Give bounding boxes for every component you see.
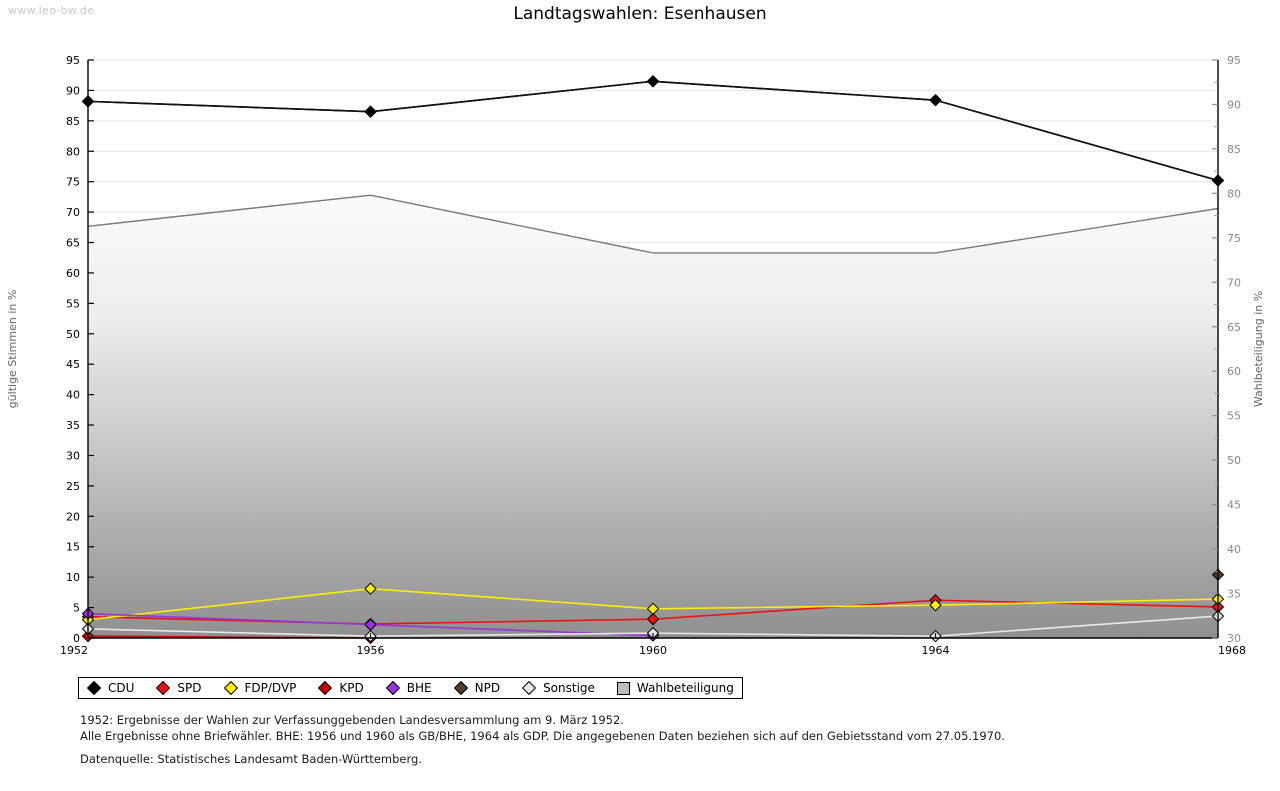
x-tick-label-1968: 1968: [1218, 644, 1246, 657]
right-tick-label-85: 85: [1227, 143, 1241, 156]
right-tick-label-50: 50: [1227, 454, 1241, 467]
left-tick-label-60: 60: [66, 267, 80, 280]
left-tick-label-75: 75: [66, 176, 80, 189]
legend-diamond-icon: [223, 680, 238, 696]
left-tick-label-50: 50: [66, 328, 80, 341]
left-tick-label-0: 0: [73, 632, 80, 645]
page-title: Landtagswahlen: Esenhausen: [513, 4, 767, 24]
legend-label: Wahlbeteiligung: [636, 681, 734, 695]
legend-item-bhe[interactable]: BHE: [385, 680, 432, 696]
right-tick-label-80: 80: [1227, 187, 1241, 200]
left-tick-label-35: 35: [66, 419, 80, 432]
right-tick-label-45: 45: [1227, 499, 1241, 512]
right-tick-label-30: 30: [1227, 632, 1241, 645]
footnote-line-1: 1952: Ergebnisse der Wahlen zur Verfassu…: [80, 713, 624, 727]
left-tick-label-45: 45: [66, 358, 80, 371]
datapoint-spd-1960[interactable]: [646, 612, 660, 626]
legend-item-sonstige[interactable]: Sonstige: [521, 680, 595, 696]
legend-item-cdu[interactable]: CDU: [86, 680, 135, 696]
legend-square-icon: [616, 681, 630, 695]
datapoint-fdp-dvp-1956[interactable]: [364, 582, 377, 595]
legend-item-wahlbeteiligung[interactable]: Wahlbeteiligung: [616, 681, 734, 695]
right-tick-label-70: 70: [1227, 276, 1241, 289]
left-tick-label-85: 85: [66, 115, 80, 128]
datapoint-cdu-top-1964[interactable]: [929, 93, 942, 107]
left-tick-label-80: 80: [66, 145, 80, 158]
right-tick-label-65: 65: [1227, 321, 1241, 334]
left-axis-title: gültige Stimmen in %: [6, 290, 19, 409]
right-tick-label-35: 35: [1227, 588, 1241, 601]
left-tick-label-20: 20: [66, 510, 80, 523]
turnout-area-fill: [88, 195, 1218, 638]
right-tick-label-60: 60: [1227, 365, 1241, 378]
legend-diamond-icon: [385, 680, 400, 696]
left-tick-label-90: 90: [66, 84, 80, 97]
legend-diamond-icon: [318, 680, 333, 696]
datapoint-cdu-top-1956[interactable]: [364, 105, 377, 118]
datapoint-cdu-top-1960[interactable]: [646, 75, 660, 88]
left-tick-label-55: 55: [66, 297, 80, 310]
legend-label: FDP/DVP: [244, 681, 297, 695]
left-tick-label-5: 5: [73, 602, 80, 615]
left-tick-label-30: 30: [66, 449, 80, 462]
datapoint-fdp-dvp-1964[interactable]: [929, 598, 942, 612]
x-tick-label-1960: 1960: [639, 644, 667, 657]
legend-item-kpd[interactable]: KPD: [318, 680, 364, 696]
data-source-note: Datenquelle: Statistisches Landesamt Bad…: [80, 752, 422, 766]
legend-label: SPD: [177, 681, 202, 695]
legend-label: CDU: [108, 681, 135, 695]
datapoint-fdp-dvp-1960[interactable]: [646, 602, 660, 616]
left-tick-label-15: 15: [66, 541, 80, 554]
legend-item-spd[interactable]: SPD: [156, 680, 202, 696]
left-tick-label-65: 65: [66, 237, 80, 250]
left-tick-label-25: 25: [66, 480, 80, 493]
legend-diamond-icon: [453, 680, 468, 696]
footnote-line-2: Alle Ergebnisse ohne Briefwähler. BHE: 1…: [80, 729, 1005, 743]
legend-diamond-icon: [521, 680, 537, 696]
right-tick-label-75: 75: [1227, 232, 1241, 245]
turnout-area-outline: [87, 194, 1219, 254]
site-watermark: www.leo-bw.de: [8, 4, 95, 17]
chart-legend: CDU SPD FDP/DVP KPD BHE NPD Sonstige Wahlbeteil…: [78, 677, 743, 699]
legend-label: KPD: [339, 681, 364, 695]
legend-label: Sonstige: [543, 681, 595, 695]
legend-diamond-icon: [156, 680, 171, 696]
x-tick-label-1956: 1956: [357, 644, 385, 657]
left-tick-label-95: 95: [66, 54, 80, 67]
right-tick-label-55: 55: [1227, 410, 1241, 423]
left-tick-label-10: 10: [66, 571, 80, 584]
right-tick-label-90: 90: [1227, 98, 1241, 111]
left-tick-label-40: 40: [66, 389, 80, 402]
legend-label: BHE: [406, 681, 432, 695]
legend-item-fdp-dvp[interactable]: FDP/DVP: [223, 680, 297, 696]
legend-diamond-icon: [86, 680, 102, 696]
x-tick-label-1952: 1952: [60, 644, 88, 657]
legend-item-npd[interactable]: NPD: [453, 680, 501, 696]
left-tick-label-70: 70: [66, 206, 80, 219]
right-tick-label-40: 40: [1227, 543, 1241, 556]
chart-footnotes: 1952: Ergebnisse der Wahlen zur Verfassu…: [80, 712, 1005, 744]
right-axis-title: Wahlbeteiligung in %: [1252, 291, 1265, 407]
right-tick-label-95: 95: [1227, 54, 1241, 67]
x-tick-label-1964: 1964: [922, 644, 950, 657]
legend-label: NPD: [474, 681, 501, 695]
